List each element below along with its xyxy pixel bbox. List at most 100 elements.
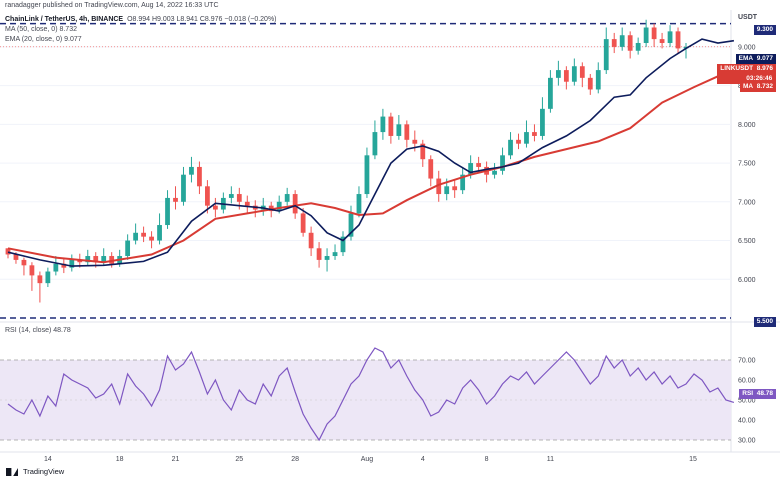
candle-body	[133, 232, 139, 241]
candle-body	[540, 108, 545, 136]
candle-body	[595, 70, 601, 90]
candle-body	[579, 66, 585, 78]
rsi-tag-value: 48.78	[756, 390, 773, 397]
ema-legend[interactable]: EMA (20, close, 0) 9.077	[5, 36, 82, 43]
moving-average-lines	[7, 38, 735, 267]
candle-body	[364, 155, 370, 195]
candle-body	[93, 256, 99, 263]
candle-body	[675, 31, 681, 49]
candle-body	[563, 70, 569, 82]
rsi-axis-ticks: 30.00 40.00 50.00 60.00 70.00	[738, 358, 756, 445]
candle-body	[228, 194, 234, 198]
candle-body	[380, 116, 386, 133]
candle-body	[157, 225, 162, 241]
candle-body	[61, 263, 67, 268]
candle-body	[37, 275, 43, 284]
time-tick-label: Aug	[361, 456, 374, 463]
candle-body	[77, 259, 83, 263]
currency-label: USDT	[738, 14, 758, 21]
candle-body	[149, 236, 154, 241]
candle-body	[388, 116, 394, 136]
rsi-legend[interactable]: RSI (14, close) 48.78	[5, 327, 71, 334]
candle-body	[348, 213, 354, 237]
ma-legend[interactable]: MA (50, close, 0) 8.732	[5, 26, 77, 33]
candle-body	[141, 232, 146, 237]
time-tick-label: 15	[689, 456, 697, 463]
ma50-line	[7, 66, 735, 264]
candle-body	[165, 197, 170, 226]
candle-body	[324, 256, 330, 260]
rsi-tick-label: 70.00	[738, 358, 756, 365]
price-tag-value: 8.976	[756, 65, 773, 72]
candle-body	[627, 35, 633, 51]
top-level-tag: 9.300	[753, 25, 776, 35]
time-tick-label: 25	[235, 456, 243, 463]
candle-body	[532, 132, 537, 136]
rsi-tick-label: 30.00	[738, 438, 756, 445]
candle-body	[404, 124, 410, 140]
last-price-tag: LINKUSDT 8.976 03:26:46	[717, 64, 776, 84]
candle-body	[197, 166, 202, 187]
candle-body	[372, 132, 378, 156]
candle-body	[396, 124, 402, 136]
candle-body	[189, 166, 194, 175]
bar-countdown: 03:26:46	[746, 75, 773, 82]
time-tick-label: 8	[485, 456, 489, 463]
price-tick-label: 8.000	[738, 122, 756, 129]
rsi-tick-label: 60.00	[738, 378, 756, 385]
bottom-level-tag: 5.500	[753, 317, 776, 327]
published-caption: ranadagger published on TradingView.com,…	[5, 2, 219, 9]
ohlc-values: O8.994 H9.003 L8.941 C8.976 −0.018 (−0.2…	[127, 16, 277, 23]
ma-tag-label: MA	[742, 83, 754, 90]
candle-body	[516, 139, 521, 144]
candle-body	[508, 139, 513, 156]
candle-body	[236, 194, 242, 202]
candle-body	[603, 39, 609, 71]
candle-body	[659, 39, 665, 43]
candle-body	[436, 178, 442, 195]
candle-body	[452, 186, 458, 191]
ma-price-tag: MA 8.732	[739, 82, 776, 92]
candle-body	[316, 248, 322, 260]
price-tag-label: LINKUSDT	[720, 65, 754, 72]
candle-body	[635, 42, 641, 51]
tradingview-logo[interactable]: TradingView	[6, 467, 65, 477]
candle-body	[555, 70, 561, 78]
candle-body	[173, 197, 178, 202]
candle-body	[412, 139, 418, 144]
candle-body	[125, 240, 131, 257]
candle-body	[356, 194, 362, 214]
candle-body	[619, 35, 625, 47]
candle-body	[13, 254, 19, 260]
ema-tag-value: 9.077	[756, 55, 773, 62]
rsi-tick-label: 40.00	[738, 418, 756, 425]
candle-body	[524, 132, 529, 144]
candle-body	[276, 201, 282, 212]
time-axis-ticks: 14 18 21 25 28 Aug 4 8 11 15	[44, 456, 697, 463]
price-tick-label: 7.000	[738, 199, 756, 206]
candle-body	[651, 27, 657, 40]
candle-body	[468, 163, 474, 175]
candle-body	[444, 186, 450, 195]
time-tick-label: 28	[291, 456, 299, 463]
ema20-line	[7, 38, 735, 267]
candle-body	[85, 256, 91, 263]
rsi-band	[0, 359, 731, 441]
candle-body	[21, 259, 27, 266]
candle-body	[109, 256, 115, 264]
candle-body	[300, 213, 306, 233]
time-tick-label: 21	[172, 456, 180, 463]
symbol-name[interactable]: ChainLink / TetherUS, 4h, BINANCE	[5, 16, 124, 23]
candle-body	[69, 259, 75, 268]
ema-price-tag: EMA 9.077	[735, 54, 776, 64]
candles	[5, 19, 689, 303]
rsi-tag-label: RSI	[742, 390, 754, 397]
tradingview-brand: TradingView	[22, 467, 65, 476]
candle-body	[611, 39, 617, 47]
time-tick-label: 4	[421, 456, 425, 463]
price-tick-label: 7.500	[738, 161, 756, 168]
time-tick-label: 18	[116, 456, 124, 463]
candle-body	[643, 27, 649, 43]
rsi-tick-label: 50.00	[738, 398, 756, 405]
